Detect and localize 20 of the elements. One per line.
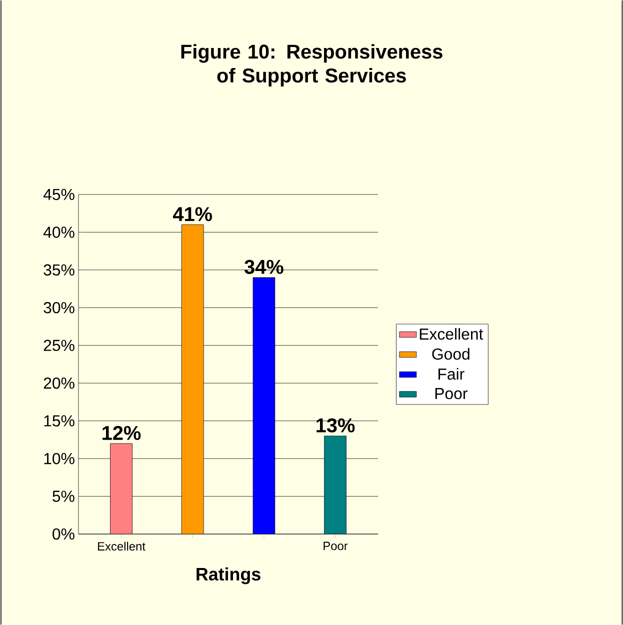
- legend-label: Excellent: [420, 328, 483, 340]
- data-label: 12%: [102, 426, 141, 440]
- y-tick-label: 25%: [44, 340, 74, 352]
- legend-label: Poor: [435, 388, 468, 400]
- x-axis-title: Ratings: [196, 567, 260, 584]
- legend-label: Fair: [438, 368, 464, 380]
- legend-label: Good: [432, 348, 470, 360]
- y-tick-label: 15%: [44, 415, 74, 426]
- y-tick-label: 5%: [52, 490, 74, 502]
- y-tick-label: 35%: [44, 264, 74, 276]
- data-label: 41%: [172, 207, 212, 222]
- y-tick-label: 30%: [44, 302, 74, 314]
- chart-title: Figure 10: Responsiveness of Support Services: [181, 44, 442, 87]
- y-tick-label: 45%: [43, 188, 74, 200]
- y-tick-label: 20%: [44, 377, 74, 389]
- data-label: 34%: [244, 260, 284, 274]
- y-tick-label: 0%: [52, 528, 74, 540]
- data-label: 13%: [316, 418, 355, 432]
- y-tick-label: 10%: [44, 452, 74, 464]
- y-tick-label: 40%: [43, 226, 74, 238]
